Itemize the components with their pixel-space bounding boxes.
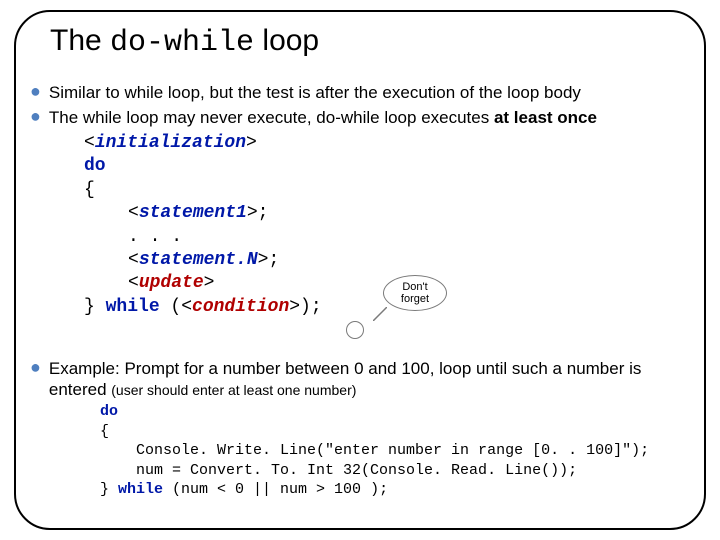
bullet-item: ● Example: Prompt for a number between 0… (30, 358, 700, 401)
syntax-code-block: <initialization> do { <statement1>; . . … (84, 132, 322, 319)
bullet-bold: at least once (494, 108, 597, 127)
example-text: Example: Prompt for a number between 0 a… (49, 358, 700, 401)
bullet-list: ● Similar to while loop, but the test is… (30, 82, 690, 133)
code-line: <statement.N>; (84, 249, 322, 272)
title-mono: do-while (110, 26, 254, 60)
callout-tail-icon (373, 307, 387, 321)
bullet-text: The while loop may never execute, do-whi… (49, 107, 690, 128)
title-prefix: The (50, 24, 110, 57)
bullet-item: ● Similar to while loop, but the test is… (30, 82, 690, 103)
code-kw: while (118, 481, 163, 498)
code-line: do (84, 155, 322, 178)
code-line: <initialization> (84, 132, 322, 155)
dont-forget-callout: Don't forget (383, 275, 447, 311)
example-bullet: ● Example: Prompt for a number between 0… (30, 358, 700, 405)
code-line: } (100, 481, 118, 498)
callout-line1: Don't (384, 281, 446, 293)
bullet-lead: The while loop may never execute, do-whi… (49, 108, 494, 127)
code-line: <update> (84, 272, 322, 295)
example-code-block: do { Console. Write. Line("enter number … (100, 402, 649, 500)
code-line: } while (<condition>); (84, 296, 322, 319)
bullet-dot-icon: ● (30, 358, 41, 378)
example-paren: (user should enter at least one number) (111, 382, 356, 398)
bullet-dot-icon: ● (30, 107, 41, 127)
bullet-text: Similar to while loop, but the test is a… (49, 82, 690, 103)
code-kw: do (100, 403, 118, 420)
code-line: (num < 0 || num > 100 ); (163, 481, 388, 498)
callout-line2: forget (384, 293, 446, 305)
semicolon-highlight-circle (346, 321, 364, 339)
title-suffix: loop (254, 24, 319, 57)
code-line: num = Convert. To. Int 32(Console. Read.… (100, 462, 577, 479)
code-line: { (84, 179, 322, 202)
bullet-item: ● The while loop may never execute, do-w… (30, 107, 690, 128)
code-line: <statement1>; (84, 202, 322, 225)
code-line: . . . (84, 226, 322, 249)
code-line: Console. Write. Line("enter number in ra… (100, 442, 649, 459)
slide-title: The do-while loop (50, 24, 319, 60)
code-line: { (100, 423, 109, 440)
bullet-dot-icon: ● (30, 82, 41, 102)
